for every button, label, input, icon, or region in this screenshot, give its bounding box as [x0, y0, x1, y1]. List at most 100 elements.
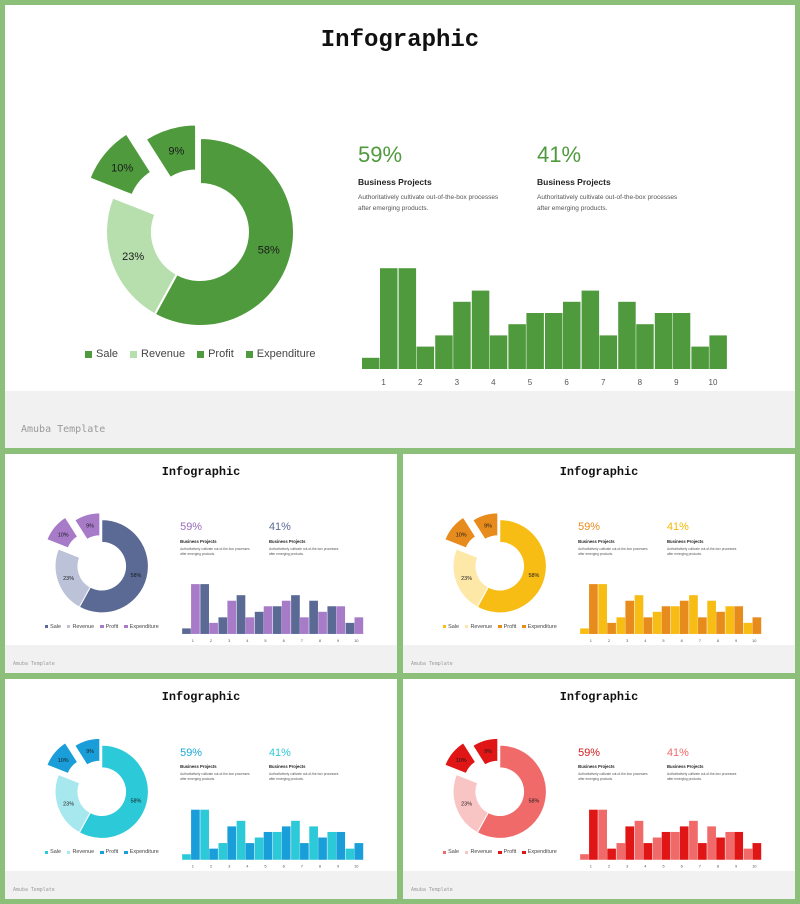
bar — [209, 848, 218, 860]
donut-slice-sale — [476, 519, 547, 614]
bar — [661, 606, 671, 634]
x-tick-label: 3 — [228, 638, 231, 643]
bar — [625, 826, 635, 860]
bar — [652, 837, 662, 860]
legend-item: Sale — [85, 348, 118, 360]
stat-heading: Business Projects — [537, 177, 611, 187]
x-tick-label: 8 — [717, 638, 720, 643]
x-tick-label: 1 — [590, 864, 592, 869]
stat-description: Authoritatively cultivate out-of-the-box… — [180, 546, 250, 551]
x-tick-label: 4 — [644, 638, 647, 643]
legend-swatch — [442, 850, 447, 855]
legend-swatch — [85, 350, 92, 358]
x-tick-label: 7 — [699, 638, 701, 643]
legend-item: Revenue — [464, 849, 492, 855]
legend-swatch — [442, 624, 447, 629]
legend-item: Sale — [442, 624, 459, 630]
legend-swatch — [100, 624, 104, 629]
stat-block: 41% Business Projects Authoritatively cult… — [667, 521, 736, 557]
chart-legend: Sale Revenue Profit Expenditure — [44, 849, 165, 856]
bar — [589, 584, 598, 634]
stat-description: after emerging products. — [180, 552, 216, 556]
bar — [200, 584, 209, 634]
bar — [281, 826, 291, 860]
donut-label-expenditure: 9% — [168, 145, 184, 157]
stat-heading: Business Projects — [578, 539, 615, 545]
stat-description: after emerging products. — [537, 205, 608, 212]
stat-value: 59% — [578, 521, 600, 534]
bar — [309, 826, 318, 860]
bar — [300, 843, 309, 860]
stat-value: 41% — [268, 521, 291, 534]
bar — [654, 313, 673, 369]
bar — [191, 584, 200, 634]
donut-slice-profit — [444, 742, 477, 775]
donut-label-expenditure: 9% — [484, 524, 492, 530]
bar — [254, 837, 264, 860]
donut-label-profit: 10% — [58, 532, 69, 538]
x-tick-label: 10 — [354, 638, 359, 643]
stat-block: 41% Business Projects Authoritatively cult… — [269, 747, 338, 783]
bar — [291, 595, 300, 634]
chart-canvas: 58% 23% 10% 9% 1 2 3 4 5 6 7 8 9 10 — [444, 512, 762, 643]
stat-description: Authoritatively cultivate out-of-the-box… — [180, 771, 250, 776]
footer-text: Amuba Template — [410, 660, 453, 667]
stat-description: after emerging products. — [666, 777, 702, 782]
bar — [254, 611, 264, 634]
slide-title: Infographic — [559, 464, 639, 479]
x-tick-label: 5 — [264, 864, 267, 869]
bar — [471, 290, 490, 369]
legend-label: Profit — [503, 623, 517, 630]
legend-item: Expenditure — [124, 624, 159, 630]
bar — [182, 854, 191, 860]
bar — [580, 628, 589, 634]
legend-item: Expenditure — [522, 849, 557, 855]
stat-description: after emerging products. — [268, 552, 304, 556]
x-tick-label: 6 — [283, 864, 286, 869]
legend-label: Sale — [50, 849, 62, 856]
x-tick-label: 3 — [228, 864, 231, 869]
donut-slice-profit — [46, 516, 79, 549]
stat-description: Authoritatively cultivate out-of-the-box… — [268, 771, 339, 776]
footer-text: Amuba Template — [12, 886, 55, 893]
bar — [435, 335, 453, 369]
legend-swatch — [44, 624, 49, 629]
bar — [581, 290, 600, 369]
bar — [580, 854, 589, 860]
legend-label: Sale — [96, 348, 119, 360]
bar — [245, 843, 255, 860]
legend-item: Profit — [197, 348, 234, 360]
donut-label-sale: 58% — [528, 798, 539, 804]
stat-description: after emerging products. — [268, 777, 304, 782]
bar — [725, 606, 735, 634]
legend-item: Profit — [100, 849, 118, 855]
bar — [327, 831, 337, 860]
slide-title: Infographic — [161, 464, 241, 479]
x-tick-label: 2 — [418, 378, 423, 387]
x-tick-label: 9 — [735, 638, 738, 643]
bar — [607, 848, 616, 860]
bar — [354, 617, 364, 634]
legend-label: Expenditure — [256, 348, 316, 360]
donut-slice-revenue — [452, 548, 489, 608]
stat-block: 59% Business Projects Authoritatively cult… — [180, 747, 249, 783]
donut-slice-expenditure — [74, 512, 101, 541]
stat-value: 41% — [666, 746, 689, 759]
legend-item: Expenditure — [522, 624, 557, 630]
slide-footer: Amuba Template — [5, 391, 795, 448]
donut-slice-sale — [78, 744, 149, 839]
bar — [607, 622, 616, 634]
bar — [563, 301, 581, 369]
legend-label: Sale — [448, 849, 460, 856]
x-tick-label: 3 — [455, 378, 460, 387]
bar — [589, 809, 598, 860]
legend-label: Revenue — [470, 623, 493, 630]
stat-value: 41% — [537, 142, 582, 167]
bar — [689, 595, 698, 634]
legend-label: Profit — [208, 348, 234, 360]
legend-swatch — [124, 624, 128, 629]
legend-swatch — [464, 850, 469, 855]
chart-legend: Sale Revenue Profit Expenditure — [44, 624, 165, 630]
bar — [508, 324, 526, 369]
donut-label-revenue: 23% — [63, 802, 74, 808]
